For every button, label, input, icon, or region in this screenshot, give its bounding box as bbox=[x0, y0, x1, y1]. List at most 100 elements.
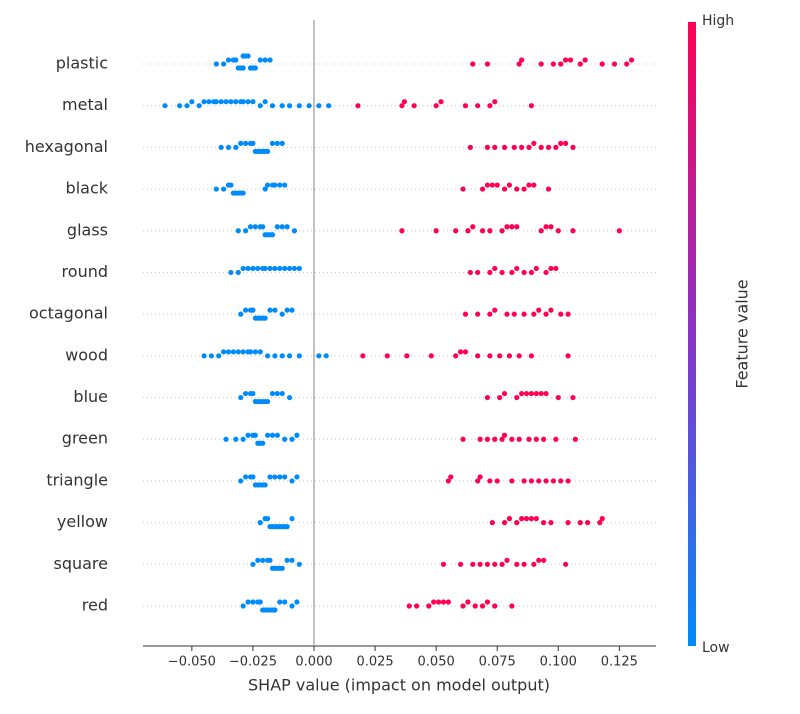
colorbar-high: High bbox=[702, 13, 734, 29]
shap-point bbox=[477, 436, 483, 442]
shap-point bbox=[470, 224, 476, 230]
shap-point bbox=[264, 516, 271, 522]
shap-point bbox=[269, 140, 276, 146]
shap-point bbox=[570, 228, 576, 234]
shap-point bbox=[406, 603, 412, 609]
shap-point bbox=[252, 224, 258, 230]
shap-point bbox=[238, 140, 244, 146]
shap-point bbox=[250, 390, 256, 397]
x-tick-label: 0.125 bbox=[601, 655, 638, 670]
shap-point bbox=[538, 144, 544, 150]
shap-point bbox=[250, 99, 256, 105]
shap-point bbox=[533, 436, 539, 442]
shap-point bbox=[250, 140, 256, 146]
shap-point bbox=[499, 228, 505, 234]
shap-point bbox=[545, 186, 552, 192]
shap-point bbox=[558, 478, 564, 484]
shap-point bbox=[577, 61, 583, 67]
shap-point bbox=[484, 182, 491, 188]
shap-point bbox=[208, 353, 214, 359]
shap-point bbox=[501, 432, 508, 438]
shap-point bbox=[213, 99, 219, 105]
shap-point bbox=[511, 311, 517, 317]
shap-point bbox=[514, 224, 520, 230]
shap-point bbox=[269, 432, 276, 438]
shap-point bbox=[509, 269, 515, 276]
feature-label: octagonal bbox=[29, 304, 108, 323]
shap-point bbox=[245, 432, 251, 438]
shap-point bbox=[484, 144, 491, 150]
shap-point bbox=[269, 103, 276, 109]
shap-point bbox=[477, 561, 483, 567]
shap-point bbox=[565, 520, 571, 526]
shap-point bbox=[548, 224, 554, 230]
shap-point bbox=[533, 390, 539, 397]
shap-point bbox=[262, 57, 268, 63]
shap-point bbox=[262, 99, 268, 105]
shap-point bbox=[460, 603, 466, 609]
shap-point bbox=[563, 57, 569, 63]
shap-point bbox=[528, 516, 535, 522]
shap-point bbox=[240, 265, 246, 272]
shap-point bbox=[457, 561, 464, 567]
shap-point bbox=[294, 474, 300, 480]
shap-point bbox=[250, 265, 256, 272]
shap-point bbox=[282, 182, 288, 188]
shap-point bbox=[243, 390, 249, 397]
shap-point bbox=[599, 61, 605, 67]
shap-point bbox=[201, 99, 207, 105]
shap-point bbox=[245, 599, 251, 605]
shap-point bbox=[260, 224, 266, 230]
feature-label: yellow bbox=[57, 512, 108, 531]
shap-point bbox=[289, 436, 295, 442]
shap-point bbox=[599, 516, 605, 522]
shap-point bbox=[467, 269, 473, 276]
feature-label: metal bbox=[62, 95, 108, 114]
shap-point bbox=[257, 599, 263, 605]
feature-label: green bbox=[62, 429, 108, 448]
shap-point bbox=[323, 353, 329, 359]
shap-point bbox=[543, 311, 549, 317]
shap-point bbox=[487, 228, 493, 234]
shap-point bbox=[279, 103, 285, 109]
x-tick-label: 0.025 bbox=[356, 655, 393, 670]
shap-point bbox=[531, 182, 537, 188]
shap-point bbox=[294, 432, 300, 438]
shap-point bbox=[533, 265, 539, 272]
shap-point bbox=[460, 186, 466, 192]
shap-point bbox=[235, 349, 241, 355]
feature-label: round bbox=[62, 262, 108, 281]
shap-point bbox=[563, 140, 569, 146]
shap-point bbox=[516, 61, 522, 67]
shap-point bbox=[282, 599, 288, 605]
shap-point bbox=[201, 353, 207, 359]
shap-point bbox=[216, 353, 222, 359]
shap-point bbox=[499, 436, 505, 442]
shap-point bbox=[296, 353, 302, 359]
shap-point bbox=[257, 103, 263, 109]
shap-point bbox=[536, 478, 542, 484]
shap-point bbox=[272, 265, 278, 272]
shap-point bbox=[526, 436, 532, 442]
shap-point bbox=[260, 440, 266, 446]
shap-point bbox=[284, 557, 290, 563]
shap-point bbox=[528, 269, 535, 276]
shap-point bbox=[264, 432, 271, 438]
x-tick-label: −0.050 bbox=[168, 655, 216, 670]
shap-point bbox=[445, 599, 451, 605]
shap-point bbox=[479, 228, 486, 234]
shap-point bbox=[514, 265, 520, 272]
shap-point bbox=[558, 311, 564, 317]
shap-point bbox=[548, 265, 554, 272]
shap-point bbox=[487, 103, 493, 109]
shap-point bbox=[245, 99, 251, 105]
shap-point bbox=[233, 436, 239, 442]
shap-point bbox=[228, 182, 234, 188]
shap-point bbox=[262, 315, 268, 321]
shap-point bbox=[230, 349, 236, 355]
shap-point bbox=[289, 516, 295, 522]
shap-point bbox=[538, 61, 544, 67]
shap-point bbox=[523, 516, 530, 522]
shap-point bbox=[277, 182, 283, 188]
shap-point bbox=[479, 603, 486, 609]
